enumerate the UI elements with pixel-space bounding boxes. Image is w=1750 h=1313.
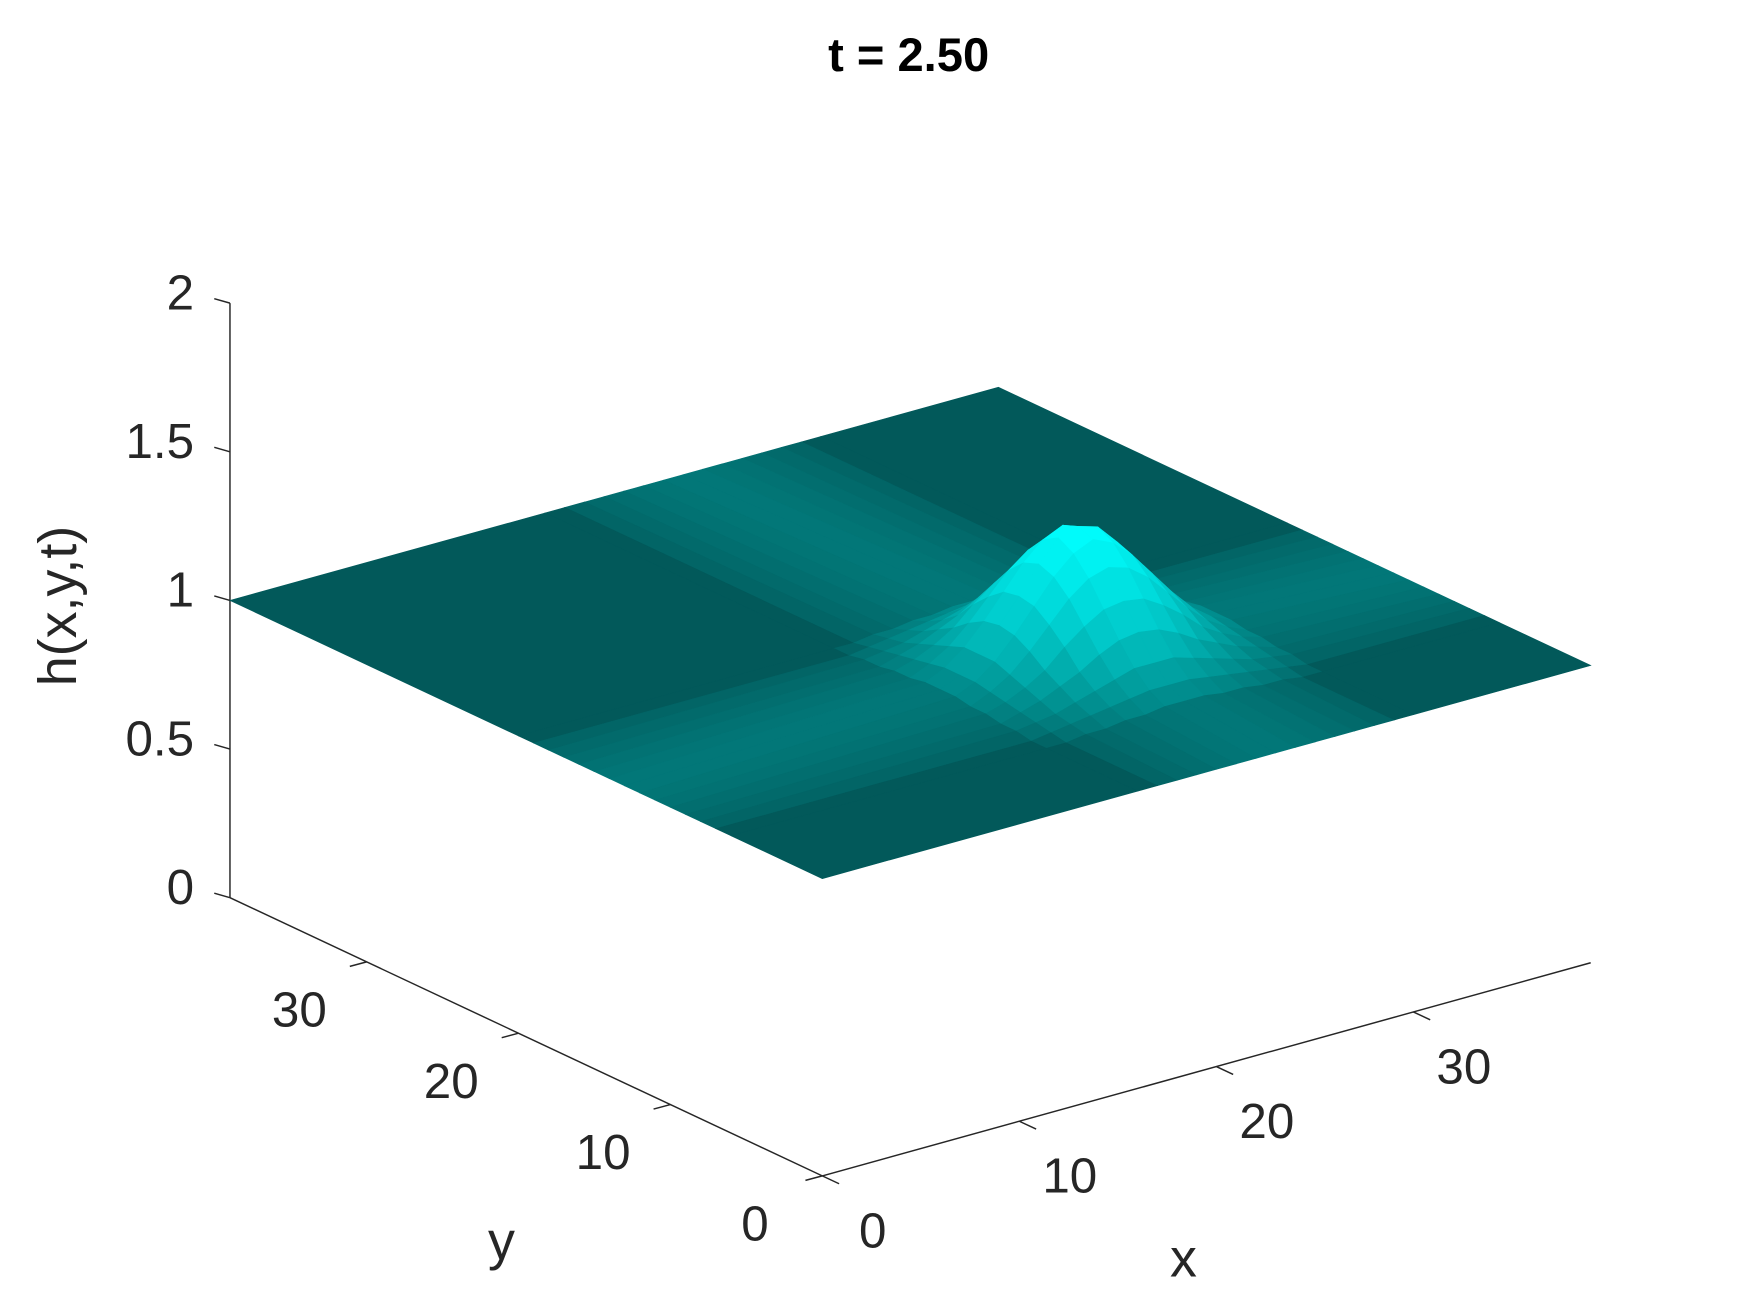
y-tick-label: 10 [576, 1125, 631, 1180]
x-axis-line [822, 962, 1591, 1177]
z-tick-label: 2 [167, 265, 194, 320]
y-axis-label: y [488, 1212, 515, 1272]
y-tick [653, 1103, 671, 1110]
y-tick [501, 1032, 519, 1039]
z-tick-label: 0 [167, 860, 194, 915]
z-tick [214, 297, 231, 304]
y-tick [805, 1175, 823, 1182]
x-axis-label: x [1170, 1228, 1197, 1288]
z-tick [214, 892, 231, 899]
y-axis-line [229, 897, 823, 1177]
z-tick-label: 1.5 [125, 414, 194, 469]
x-tick-label: 0 [859, 1203, 886, 1258]
y-tick-label: 30 [272, 983, 327, 1038]
z-tick [214, 595, 231, 602]
x-tick-label: 30 [1436, 1039, 1491, 1094]
z-axis-label: h(x,y,t) [28, 526, 88, 687]
x-tick [821, 1175, 840, 1185]
y-tick [349, 961, 367, 968]
surface-patch [730, 748, 1139, 879]
x-tick [1216, 1065, 1234, 1076]
x-tick [1413, 1011, 1431, 1021]
x-tick [1019, 1120, 1037, 1130]
z-tick-label: 0.5 [125, 711, 194, 766]
chart-title: t = 2.50 [828, 28, 989, 81]
z-tick-label: 1 [167, 563, 194, 618]
x-tick-label: 20 [1239, 1094, 1294, 1149]
z-tick [214, 446, 231, 453]
y-tick-label: 0 [741, 1197, 768, 1252]
z-tick [214, 743, 231, 750]
y-tick-label: 20 [424, 1054, 479, 1109]
x-tick-label: 10 [1042, 1149, 1097, 1204]
